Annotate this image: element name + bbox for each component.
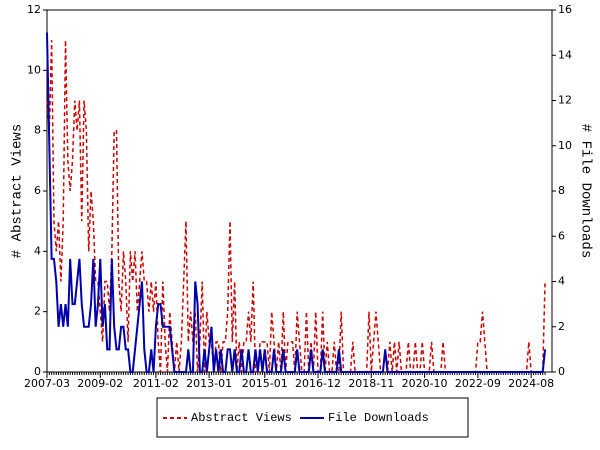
y2-tick-label: 8	[558, 184, 565, 197]
data-line	[46, 40, 546, 373]
y2-axis-label: # File Downloads	[577, 124, 593, 258]
y-axis-label: # Abstract Views	[10, 124, 26, 258]
x-tick-label: 2013-01	[186, 377, 232, 390]
y-tick-label: 0	[34, 365, 41, 378]
y-tick-label: 2	[34, 305, 41, 318]
data-line	[46, 32, 547, 373]
x-tick-label: 2009-02	[77, 377, 123, 390]
y2-tick-label: 10	[558, 139, 572, 152]
y2-tick-label: 0	[558, 365, 565, 378]
y-tick-label: 12	[27, 3, 41, 16]
x-tick-label: 2020-10	[402, 377, 448, 390]
y2-tick-label: 16	[558, 3, 572, 16]
y2-tick-label: 12	[558, 94, 572, 107]
legend-label: File Downloads	[328, 411, 429, 425]
y2-tick-label: 4	[558, 275, 565, 288]
y2-tick-label: 14	[558, 48, 572, 61]
legend-label: Abstract Views	[191, 411, 292, 425]
x-tick-label: 2018-11	[348, 377, 394, 390]
x-tick-label: 2016-12	[295, 377, 341, 390]
y-tick-label: 4	[34, 244, 41, 257]
x-tick-label: 2022-09	[455, 377, 501, 390]
y2-tick-label: 6	[558, 229, 565, 242]
plot-frame	[46, 9, 553, 373]
y-tick-label: 6	[34, 184, 41, 197]
x-tick-label: 2007-03	[24, 377, 70, 390]
x-tick-label: 2011-02	[133, 377, 179, 390]
x-tick-label: 2015-01	[242, 377, 288, 390]
y-tick-label: 8	[34, 124, 41, 137]
y-tick-label: 10	[27, 63, 41, 76]
x-tick-label: 2024-08	[508, 377, 554, 390]
y2-tick-label: 2	[558, 320, 565, 333]
